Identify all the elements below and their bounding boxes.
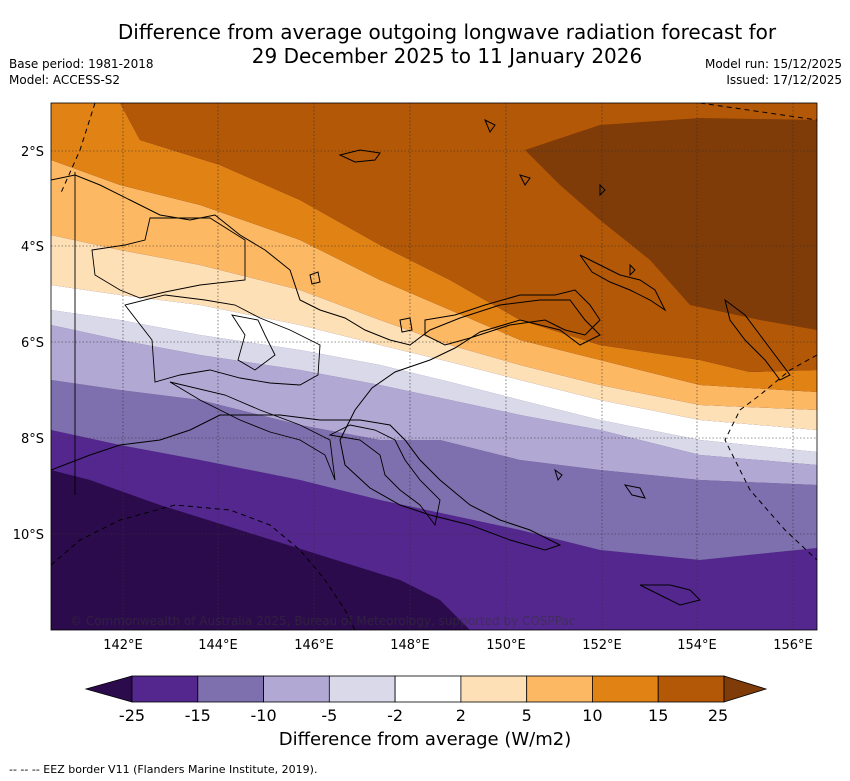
colorbar-tick-label: -5 [321, 706, 337, 725]
colorbar-segment [460, 675, 528, 703]
meta-left: Base period: 1981-2018 Model: ACCESS-S2 [9, 56, 154, 88]
lon-label-144e: 144°E [198, 638, 238, 653]
map-frame [50, 102, 818, 631]
lat-label-4s: 4°S [21, 240, 44, 255]
lon-label-156e: 156°E [773, 638, 813, 653]
title-line-1: Difference from average outgoing longwav… [117, 20, 777, 44]
band-5-to-10 [51, 160, 817, 410]
band-minus-15-to-10 [51, 380, 817, 560]
lat-label-6s: 6°S [21, 336, 44, 351]
lat-label-2s: 2°S [21, 145, 44, 160]
new-ireland-coast [579, 254, 667, 312]
colorbar-title: Difference from average (W/m2) [278, 729, 572, 750]
copyright-watermark: © Commonwealth of Australia 2025, Bureau… [70, 614, 576, 628]
colorbar-segment [328, 675, 396, 703]
lon-label-142e: 142°E [103, 638, 143, 653]
coastlines [51, 118, 791, 606]
title-line-2: 29 December 2025 to 11 January 2026 [251, 44, 643, 68]
new-guinea-coast [51, 174, 601, 551]
colorbar-tick-label: -10 [251, 706, 277, 725]
latitude-labels: 2°S 4°S 6°S 8°S 10°S [13, 145, 44, 543]
colorbar-extend-high [723, 675, 768, 703]
new-britain-coast [424, 289, 601, 346]
lon-label-150e: 150°E [486, 638, 526, 653]
base-period: Base period: 1981-2018 [9, 57, 154, 71]
band-10-to-15 [51, 103, 817, 392]
lon-label-148e: 148°E [390, 638, 430, 653]
colorbar-segment [394, 675, 462, 703]
model-run: Model run: 15/12/2025 [704, 57, 842, 71]
model-name: Model: ACCESS-S2 [9, 73, 121, 87]
issued-date: Issued: 17/12/2025 [726, 73, 842, 87]
colorbar-tick-label: 15 [648, 706, 668, 725]
band-minus-25-to-15 [51, 430, 817, 630]
band-2-to-5 [51, 235, 817, 430]
colorbar-tick-label: 25 [708, 706, 728, 725]
solomon-coast [639, 584, 701, 606]
colorbar-segment [526, 675, 593, 703]
colorbar-tick-label: -2 [387, 706, 403, 725]
colorbar-tick-label: -15 [185, 706, 211, 725]
colorbar-segment [131, 675, 199, 703]
colorbar-extend-low [84, 675, 133, 703]
colorbar-tick-label: 2 [456, 706, 466, 725]
colorbar-segment [263, 675, 330, 703]
islands-coast [309, 118, 646, 499]
anomaly-field [51, 103, 817, 630]
colorbar-segment [197, 675, 265, 703]
manus-coast [338, 149, 381, 163]
colorbar-segment [592, 675, 659, 703]
bougainville-coast [724, 298, 791, 381]
meta-right: Model run: 15/12/2025 Issued: 17/12/2025 [705, 56, 842, 88]
eez-footnote: -- -- -- EEZ border V11 (Flanders Marine… [9, 763, 318, 776]
band-minus-5-to-2 [51, 310, 817, 465]
lon-label-152e: 152°E [582, 638, 622, 653]
lat-label-8s: 8°S [21, 432, 44, 447]
longitude-labels: 142°E 144°E 146°E 148°E 150°E 152°E 154°… [103, 638, 813, 653]
lon-label-154e: 154°E [677, 638, 717, 653]
band-above-25 [525, 118, 817, 330]
colorbar-segment [657, 675, 725, 703]
colorbar-tick-label: 5 [522, 706, 532, 725]
colorbar-tick-label: -25 [119, 706, 145, 725]
eez-borders [51, 103, 817, 630]
lat-label-10s: 10°S [13, 528, 44, 543]
colorbar-tick-label: 10 [582, 706, 602, 725]
band-minus-10-to-5 [51, 325, 817, 485]
chart-title: Difference from average outgoing longwav… [0, 20, 850, 68]
lon-label-146e: 146°E [294, 638, 334, 653]
province-borders [74, 172, 441, 527]
map: 2°S 4°S 6°S 8°S 10°S 142°E 144°E 146°E 1… [13, 102, 818, 653]
band-minus-2-to-2 [51, 285, 817, 452]
